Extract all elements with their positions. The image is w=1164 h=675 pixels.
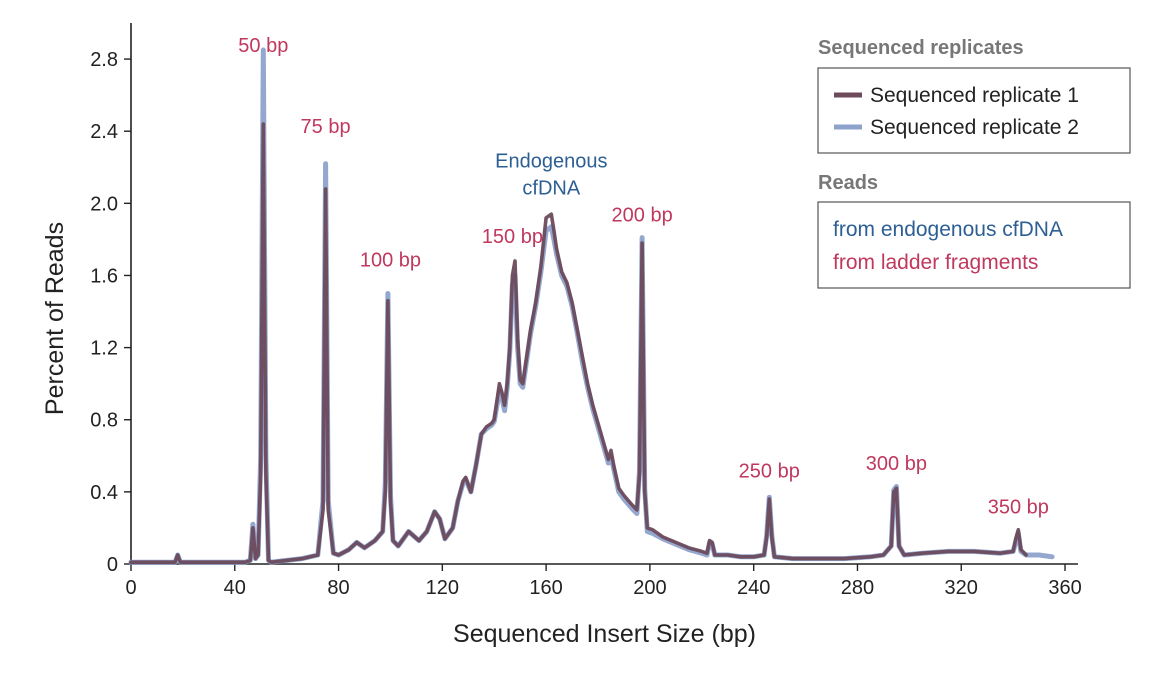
legend-label-replicate-2: Sequenced replicate 2 (870, 116, 1079, 139)
x-tick-label: 0 (125, 577, 136, 599)
x-tick-label: 200 (633, 577, 666, 599)
y-tick-label: 2.0 (90, 193, 118, 215)
annotation-label: 250 bp (739, 460, 800, 482)
x-tick-label: 80 (327, 577, 349, 599)
annotation-label: cfDNA (522, 177, 580, 199)
x-tick-label: 160 (529, 577, 562, 599)
annotation-label: 50 bp (238, 35, 288, 57)
x-tick-label: 240 (737, 577, 770, 599)
y-tick-label: 0.8 (90, 410, 118, 432)
legend-replicates-box (817, 67, 1131, 154)
legend: Sequenced replicates Sequenced replicate … (817, 37, 1131, 289)
y-tick-label: 2.8 (90, 49, 118, 71)
y-tick-label: 0.4 (90, 482, 118, 504)
x-tick-label: 40 (224, 577, 246, 599)
annotation-label: 200 bp (612, 204, 673, 226)
annotation-label: Endogenous (495, 150, 607, 172)
legend-replicates-title: Sequenced replicates (818, 37, 1024, 59)
x-tick-label: 360 (1048, 577, 1081, 599)
legend-reads-entry: from ladder fragments (833, 251, 1038, 274)
x-tick-label: 120 (426, 577, 459, 599)
series-layer (128, 47, 1055, 565)
y-tick-label: 1.2 (90, 338, 118, 360)
legend-reads-title: Reads (818, 172, 878, 194)
y-tick-label: 2.4 (90, 121, 118, 143)
legend-reads-box (817, 201, 1131, 289)
annotation-label: 150 bp (482, 226, 543, 248)
legend-reads-entry: from endogenous cfDNA (833, 218, 1063, 241)
annotation-label: 75 bp (301, 116, 351, 138)
legend-label-replicate-1: Sequenced replicate 1 (870, 84, 1079, 107)
series-line-replicate-1 (129, 122, 1028, 564)
axes: 0 40 80 120 160 200 240 280 320 360 0 0.4 0.8 1.2 1.6 2… (41, 23, 1082, 648)
annotation-layer: 50 bp 75 bp 100 bp 150 bp Endogenous cfDNA 200… (238, 35, 1049, 519)
annotation-label: 350 bp (988, 497, 1049, 519)
y-tick-label: 0 (107, 554, 118, 576)
x-tick-label: 280 (841, 577, 874, 599)
y-axis-title: Percent of Reads (41, 222, 69, 415)
annotation-label: 100 bp (360, 249, 421, 271)
y-tick-label: 1.6 (90, 265, 118, 287)
x-tick-label: 320 (945, 577, 978, 599)
x-axis-title: Sequenced Insert Size (bp) (453, 620, 756, 648)
annotation-label: 300 bp (866, 453, 927, 475)
